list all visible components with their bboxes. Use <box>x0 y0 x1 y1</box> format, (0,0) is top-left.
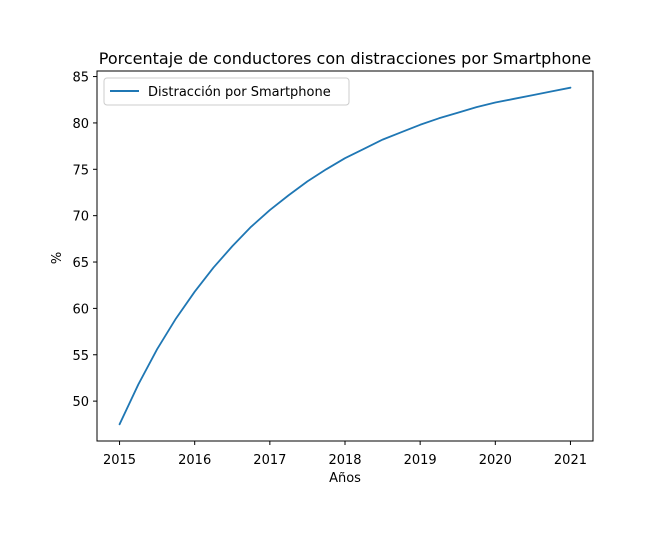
y-tick-label: 85 <box>72 71 89 86</box>
x-tick-label: 2016 <box>178 453 211 468</box>
y-axis-label: % <box>50 252 65 264</box>
y-tick-label: 70 <box>72 210 89 225</box>
chart-title: Porcentaje de conductores con distraccio… <box>99 49 592 68</box>
legend-label: Distracción por Smartphone <box>148 85 331 100</box>
y-tick-label: 75 <box>72 163 89 178</box>
y-tick-label: 55 <box>72 349 89 364</box>
x-axis-ticks: 2015 2016 2017 2018 2019 2020 2021 <box>103 441 587 468</box>
legend-box <box>103 77 350 106</box>
x-tick-label: 2021 <box>554 453 587 468</box>
y-tick-label: 60 <box>72 302 89 317</box>
y-axis-ticks: 50 55 60 65 70 75 80 85 <box>72 71 97 410</box>
x-tick-label: 2020 <box>479 453 512 468</box>
x-tick-label: 2015 <box>103 453 136 468</box>
plot-area <box>96 70 594 442</box>
plot-frame <box>96 70 594 442</box>
x-axis-label: Años <box>329 471 361 486</box>
x-tick-label: 2018 <box>328 453 361 468</box>
series-line-0 <box>118 86 572 426</box>
x-tick-label: 2019 <box>404 453 437 468</box>
legend: Distracción por Smartphone <box>103 77 350 106</box>
y-tick-label: 80 <box>72 117 89 132</box>
y-tick-label: 65 <box>72 256 89 271</box>
y-tick-label: 50 <box>72 395 89 410</box>
x-tick-label: 2017 <box>253 453 286 468</box>
